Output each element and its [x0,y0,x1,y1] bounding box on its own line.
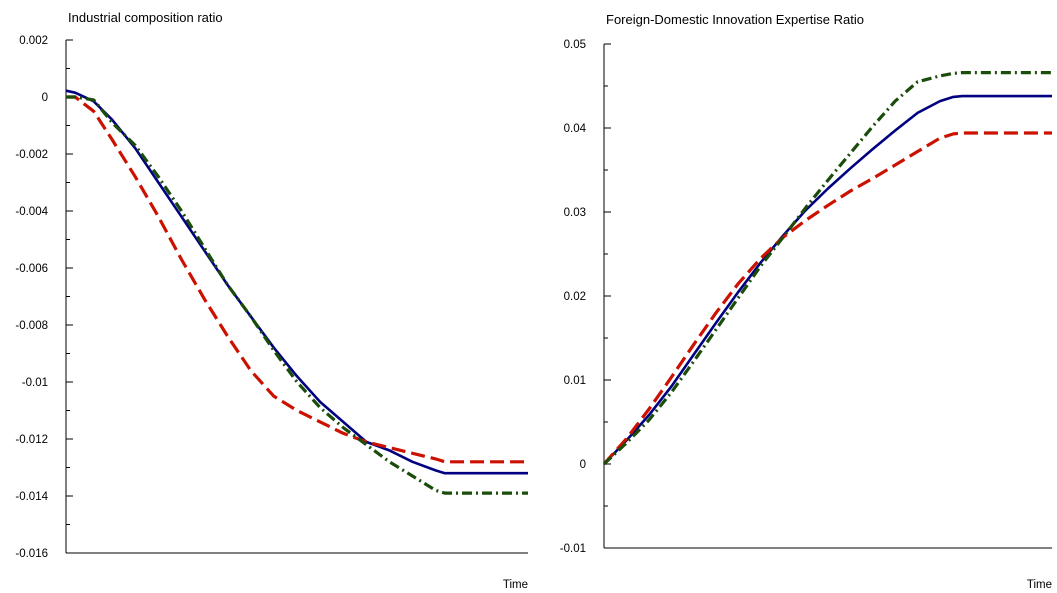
y-tick-label: -0.016 [15,548,48,560]
x-axis-label: Time [1027,579,1052,591]
y-tick-label: 0 [42,92,48,104]
chart-title: Foreign-Domestic Innovation Expertise Ra… [606,12,864,27]
y-tick-label: -0.008 [15,320,48,332]
y-tick-label: 0.02 [564,291,586,303]
y-tick-label: -0.014 [15,491,48,503]
x-axis-label: Time [503,579,528,591]
innovation-expertise-chart: Foreign-Domestic Innovation Expertise Ra… [560,12,1052,591]
y-tick-label: 0.05 [564,39,586,51]
y-tick-label: -0.004 [15,206,48,218]
y-tick-label: -0.01 [22,377,48,389]
y-tick-label: 0.01 [564,375,586,387]
y-tick-label: 0.03 [564,207,586,219]
series-line-solid [65,89,528,475]
chart-title: Industrial composition ratio [68,10,223,25]
industrial-composition-chart: Industrial composition ratio 0.002 0 -0.002… [15,10,528,591]
series-line-dash [602,131,1052,466]
y-tick-label: -0.002 [15,149,48,161]
y-tick-label: -0.006 [15,263,48,275]
series-line-dashdot [66,95,528,495]
y-tick-label: -0.01 [560,543,586,555]
series-line-solid [603,94,1052,465]
y-tick-label: -0.012 [15,434,48,446]
series-line-dashdot [602,71,1052,466]
y-tick-label: 0 [580,459,586,471]
series-line-dash [66,95,528,464]
y-tick-label: 0.002 [19,35,48,47]
y-tick-label: 0.04 [564,123,587,135]
